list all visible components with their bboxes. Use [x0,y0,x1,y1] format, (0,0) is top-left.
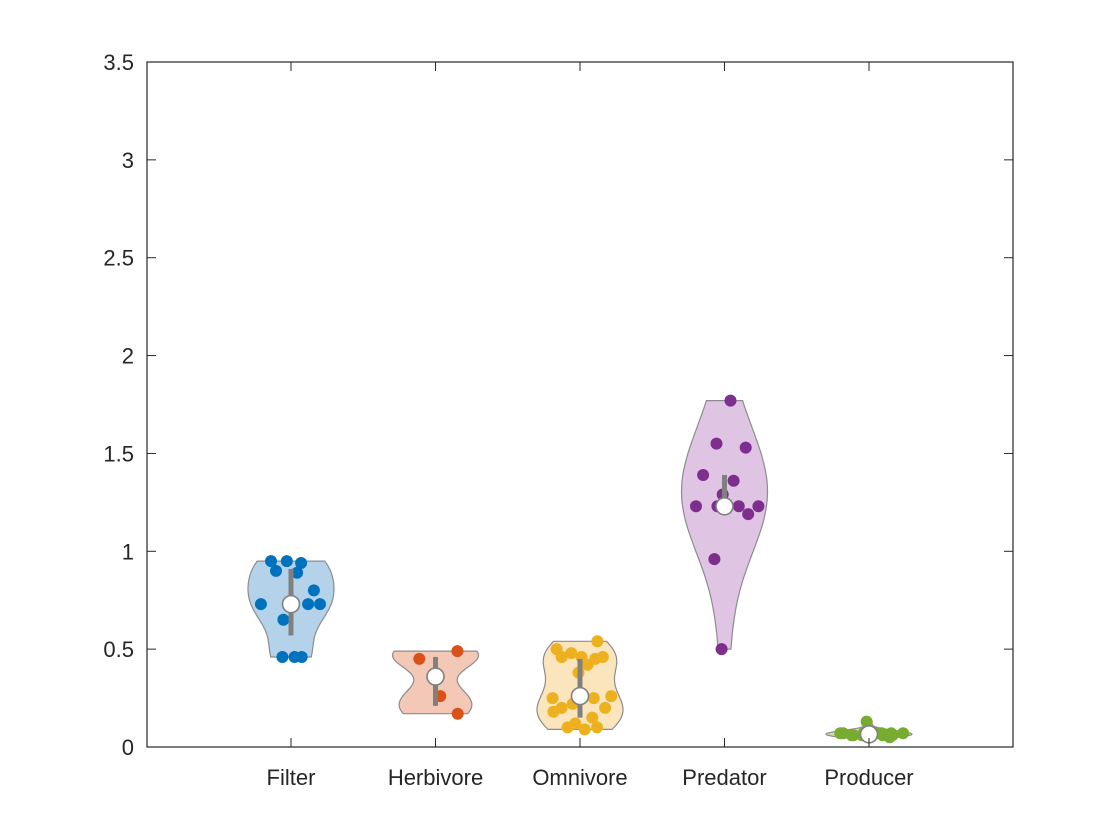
data-point [739,441,752,454]
data-point [270,564,282,577]
violin-group-filter [247,555,335,663]
violin-group-omnivore [536,635,624,736]
data-point [697,469,710,481]
y-tick-label: 1 [122,539,134,564]
data-point [897,727,910,740]
data-point [561,721,574,734]
median-marker [715,496,734,516]
violin-group-herbivore [391,645,480,720]
median-marker [426,667,445,686]
data-point [578,723,591,736]
data-point [708,553,721,566]
y-tick-label: 3 [122,148,134,173]
data-point [847,729,860,742]
data-point [860,715,873,728]
data-point [288,651,301,663]
data-point [555,651,568,663]
y-tick-label: 0.5 [103,637,134,662]
data-point [413,652,426,665]
data-point [586,711,599,724]
data-point [837,727,850,740]
data-point [883,731,896,744]
data-point [295,557,308,569]
x-tick-label: Herbivore [388,765,483,790]
data-point [254,598,267,611]
x-tick-label: Omnivore [532,765,627,790]
x-tick-label: Filter [267,765,316,790]
data-point [291,566,304,579]
data-point [265,555,277,568]
data-point [302,598,315,611]
data-point [591,635,604,648]
data-point [587,692,600,705]
violin-group-predator [680,394,769,656]
data-point [565,647,578,660]
data-point [752,500,765,513]
data-point [690,500,702,513]
median-marker [281,594,301,614]
data-point [546,692,559,705]
violin-body [680,400,769,650]
data-point [451,645,464,658]
data-point [280,555,293,568]
axes [146,61,1014,748]
data-point [742,508,755,521]
data-point [451,707,464,720]
data-point [591,721,604,734]
data-point [276,651,289,663]
y-tick-label: 2.5 [103,246,134,271]
violins-layer [247,394,913,744]
data-point [307,584,320,597]
data-point [715,643,728,656]
data-point [710,437,723,450]
median-marker [570,686,590,706]
iqr-bar [722,474,727,509]
data-point [314,598,326,611]
y-tick-label: 0 [122,735,134,760]
violin-group-producer [825,715,913,744]
data-point [724,394,737,407]
data-point [732,500,745,513]
x-axis-tick-labels: Filter Herbivore Omnivore Predator Producer [267,765,914,790]
x-tick-label: Predator [682,765,766,790]
y-tick-label: 2 [122,344,134,369]
data-point [599,701,612,714]
y-tick-label: 3.5 [103,50,134,75]
data-point [277,613,290,626]
y-tick-label: 1.5 [103,441,134,466]
y-axis-tick-labels: 0 0.5 1 1.5 2 2.5 3 3.5 [103,50,134,760]
data-point [605,690,618,703]
data-point [596,651,609,663]
data-point [581,658,594,671]
data-point [547,705,560,718]
data-point [727,474,740,487]
x-tick-label: Producer [824,765,913,790]
